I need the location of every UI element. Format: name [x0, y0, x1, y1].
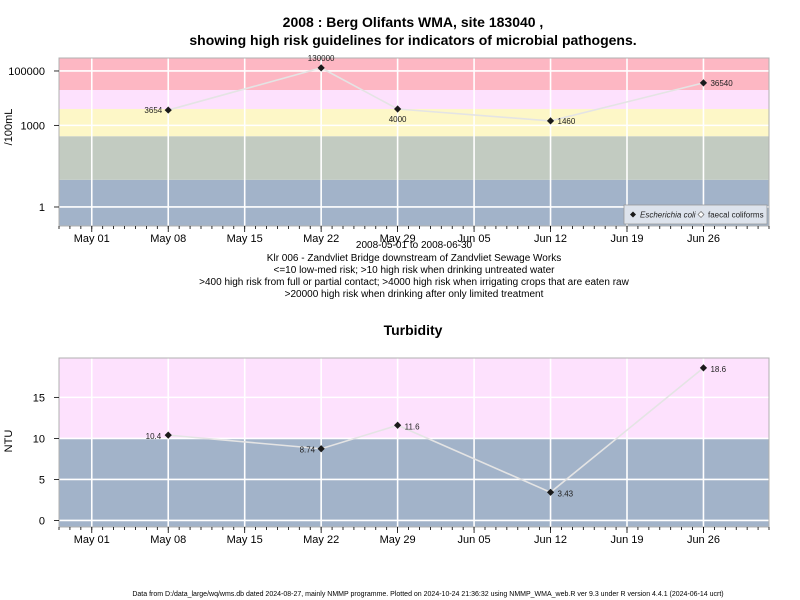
risk-band: [59, 109, 769, 137]
legend-entry: Escherichia coli: [640, 211, 696, 220]
x-tick-label: May 29: [380, 534, 416, 546]
x-tick-label: May 08: [150, 233, 186, 245]
x-tick-label: Jun 05: [458, 534, 491, 546]
x-tick-label: Jun 12: [534, 534, 567, 546]
plot-frame: [58, 357, 770, 528]
y-tick-label: 5: [39, 474, 45, 486]
risk-band: [59, 136, 769, 180]
x-tick-label: May 29: [380, 233, 416, 245]
risk-band: [59, 58, 769, 90]
data-point: [394, 421, 402, 429]
x-tick-label: Jun 12: [534, 233, 567, 245]
data-label: 3.43: [558, 489, 574, 498]
chart1-subtitle-line: >20000 high risk when drinking after onl…: [285, 289, 544, 300]
chart1-title-line2: showing high risk guidelines for indicat…: [189, 32, 636, 48]
x-tick-label: May 08: [150, 534, 186, 546]
chart1-subtitle-line: >400 high risk from full or partial cont…: [199, 277, 629, 288]
data-label: 3654: [144, 106, 162, 115]
data-label: 10.4: [146, 432, 162, 441]
chart2-ylabel: NTU: [3, 430, 15, 453]
chart1-ylabel: /100mL: [3, 109, 15, 146]
data-point: [699, 364, 708, 372]
plot-frame: [58, 57, 770, 227]
chart2-title: Turbidity: [384, 322, 443, 338]
x-tick-label: May 01: [74, 233, 110, 245]
data-point: [164, 431, 172, 439]
x-tick-label: May 15: [227, 233, 263, 245]
y-tick-label: 1: [39, 202, 45, 214]
chart1-subtitle-line: <=10 low-med risk; >10 high risk when dr…: [274, 265, 556, 276]
data-label: 130000: [308, 54, 335, 63]
data-point: [394, 105, 402, 113]
risk-band: [59, 358, 769, 439]
data-point: [317, 64, 325, 72]
data-label: 8.74: [300, 446, 316, 455]
x-tick-label: Jun 05: [458, 233, 491, 245]
chart1-subtitle-line: 2008-05-01 to 2008-06-30: [356, 240, 473, 251]
data-point: [546, 117, 555, 125]
data-point: [164, 106, 172, 114]
y-tick-label: 15: [33, 392, 45, 404]
ecoli-panel: May 01 May 08 May 15 May 22 May 29 Jun 05 Jun …: [8, 54, 770, 245]
risk-band: [59, 89, 769, 110]
legend-box: [623, 204, 768, 225]
data-label: 36540: [710, 79, 733, 88]
y-tick-label: 100000: [8, 66, 45, 78]
y-tick-label: 0: [39, 515, 45, 527]
footer-note: Data from D:/data_large/wq/wms.db dated …: [132, 591, 723, 598]
x-tick-label: Jun 26: [687, 233, 720, 245]
chart1-title-line1: 2008 : Berg Olifants WMA, site 183040 ,: [283, 14, 544, 30]
data-label: 1460: [558, 117, 576, 126]
data-label: 11.6: [405, 422, 421, 431]
data-label: 18.6: [710, 365, 726, 374]
chart1-subtitle-line: Klr 006 - Zandvliet Bridge downstream of…: [267, 253, 561, 264]
legend-marker: [697, 211, 705, 218]
x-tick-label: Jun 26: [687, 534, 720, 546]
legend-marker: [630, 211, 636, 218]
x-tick-label: May 15: [227, 534, 263, 546]
turbidity-panel: May 01 May 08 May 15 May 22 May 29 Jun 05 Jun …: [33, 357, 770, 546]
x-tick-label: Jun 19: [610, 233, 643, 245]
data-point: [699, 79, 708, 87]
x-tick-label: May 22: [303, 534, 339, 546]
risk-band: [59, 438, 769, 527]
data-point: [546, 488, 555, 496]
y-tick-label: 10: [33, 433, 45, 445]
y-tick-label: 1000: [21, 120, 45, 132]
x-tick-label: May 22: [303, 233, 339, 245]
x-tick-label: May 01: [74, 534, 110, 546]
x-tick-label: Jun 19: [610, 534, 643, 546]
data-label: 4000: [389, 115, 407, 124]
data-point: [317, 445, 325, 453]
legend-entry: faecal coliforms: [708, 211, 764, 220]
